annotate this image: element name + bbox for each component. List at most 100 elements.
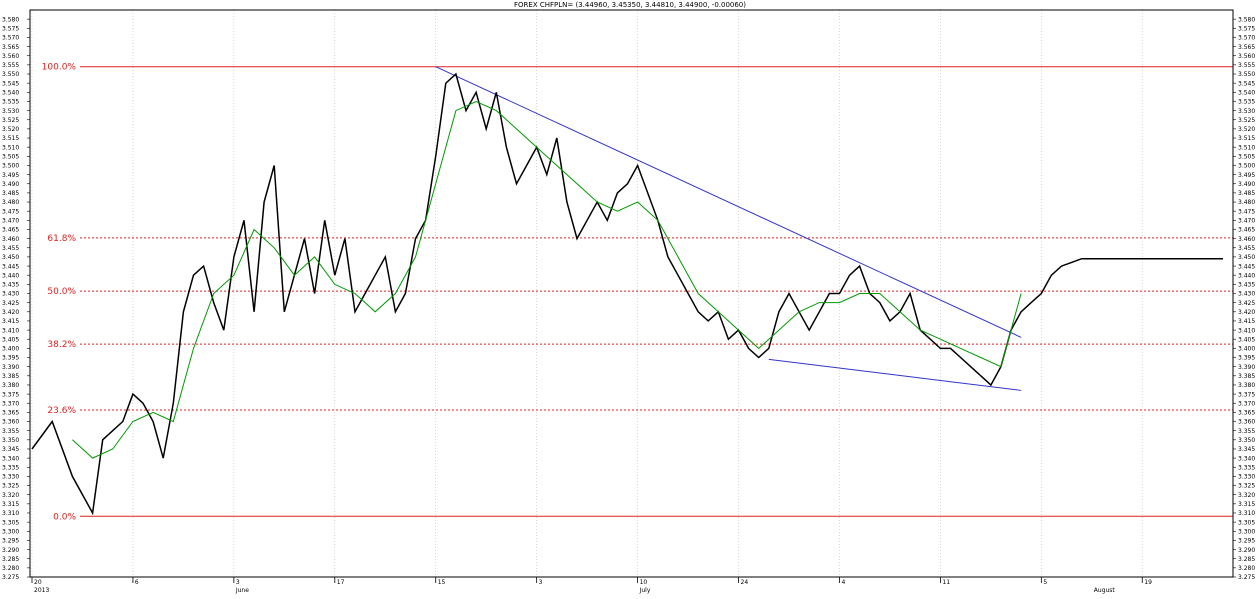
y-tick-label-left: 3.310 [2, 510, 19, 517]
y-tick-label-right: 3.580 [1238, 16, 1255, 23]
axes: 3.275 3.275 3.280 3.280 3.285 3.285 3.290 3.290… [2, 9, 1255, 594]
y-tick-label-right: 3.430 [1238, 291, 1255, 298]
x-tick-label: 10 [640, 579, 648, 586]
y-tick-label-left: 3.295 [2, 538, 19, 545]
y-tick-label-right: 3.310 [1238, 510, 1255, 517]
y-tick-label-right: 3.565 [1238, 44, 1255, 51]
y-tick-label-left: 3.315 [2, 501, 19, 508]
y-tick-label-left: 3.545 [2, 80, 19, 87]
y-tick-label-right: 3.400 [1238, 346, 1255, 353]
y-tick-label-right: 3.465 [1238, 227, 1255, 234]
y-tick-label-right: 3.345 [1238, 446, 1255, 453]
x-tick-label: 11 [942, 579, 950, 586]
y-tick-label-right: 3.435 [1238, 282, 1255, 289]
y-tick-label-right: 3.295 [1238, 538, 1255, 545]
y-tick-label-left: 3.460 [2, 236, 19, 243]
y-tick-label-right: 3.340 [1238, 455, 1255, 462]
y-tick-label-right: 3.440 [1238, 272, 1255, 279]
y-tick-label-right: 3.485 [1238, 190, 1255, 197]
y-tick-label-right: 3.355 [1238, 428, 1255, 435]
y-tick-label-right: 3.575 [1238, 25, 1255, 32]
y-tick-label-right: 3.470 [1238, 218, 1255, 225]
y-tick-label-left: 3.410 [2, 327, 19, 334]
x-month-label: 2013 [34, 587, 49, 594]
y-tick-label-left: 3.290 [2, 547, 19, 554]
fib-level-label: 61.8% [47, 234, 76, 244]
y-tick-label-right: 3.500 [1238, 163, 1255, 170]
y-tick-label-right: 3.540 [1238, 90, 1255, 97]
y-tick-label-left: 3.360 [2, 419, 19, 426]
y-tick-label-right: 3.420 [1238, 309, 1255, 316]
y-tick-label-left: 3.420 [2, 309, 19, 316]
y-tick-label-right: 3.390 [1238, 364, 1255, 371]
y-tick-label-left: 3.285 [2, 556, 19, 563]
trendline-lower [768, 358, 1022, 391]
y-tick-label-left: 3.520 [2, 126, 19, 133]
y-tick-label-left: 3.500 [2, 163, 19, 170]
y-tick-label-right: 3.315 [1238, 501, 1255, 508]
y-tick-label-right: 3.555 [1238, 62, 1255, 69]
x-tick-label: 6 [135, 579, 139, 586]
fib-level-label: 100.0% [42, 63, 77, 73]
x-tick-label: 19 [1144, 579, 1152, 586]
y-tick-label-right: 3.570 [1238, 35, 1255, 42]
y-tick-label-left: 3.440 [2, 272, 19, 279]
y-tick-label-left: 3.405 [2, 336, 19, 343]
y-tick-label-left: 3.550 [2, 71, 19, 78]
x-month-label: June [235, 587, 249, 594]
fib-level-label: 50.0% [47, 287, 76, 297]
y-tick-label-right: 3.515 [1238, 135, 1255, 142]
y-tick-label-right: 3.450 [1238, 254, 1255, 261]
y-tick-label-left: 3.280 [2, 565, 19, 572]
y-tick-label-left: 3.325 [2, 483, 19, 490]
y-tick-label-right: 3.385 [1238, 373, 1255, 380]
y-tick-label-left: 3.555 [2, 62, 19, 69]
y-tick-label-right: 3.330 [1238, 474, 1255, 481]
y-tick-label-left: 3.575 [2, 25, 19, 32]
y-tick-label-left: 3.400 [2, 346, 19, 353]
y-tick-label-right: 3.535 [1238, 99, 1255, 106]
x-month-label: July [639, 587, 651, 594]
y-tick-label-right: 3.375 [1238, 391, 1255, 398]
y-tick-label-left: 3.565 [2, 44, 19, 51]
y-tick-label-right: 3.305 [1238, 519, 1255, 526]
y-tick-label-right: 3.445 [1238, 263, 1255, 270]
y-tick-label-left: 3.435 [2, 282, 19, 289]
y-tick-label-right: 3.460 [1238, 236, 1255, 243]
y-tick-label-right: 3.490 [1238, 181, 1255, 188]
chart-title: FOREX CHFPLN= (3.44960, 3.45350, 3.44810… [514, 1, 746, 9]
y-tick-label-left: 3.510 [2, 144, 19, 151]
y-tick-label-right: 3.560 [1238, 53, 1255, 60]
y-tick-label-left: 3.495 [2, 172, 19, 179]
y-tick-label-left: 3.470 [2, 218, 19, 225]
y-tick-label-left: 3.445 [2, 263, 19, 270]
y-tick-label-left: 3.345 [2, 446, 19, 453]
y-tick-label-left: 3.365 [2, 410, 19, 417]
y-tick-label-left: 3.485 [2, 190, 19, 197]
y-tick-label-left: 3.515 [2, 135, 19, 142]
y-tick-label-right: 3.505 [1238, 154, 1255, 161]
y-tick-label-right: 3.525 [1238, 117, 1255, 124]
y-tick-label-left: 3.480 [2, 199, 19, 206]
x-tick-label: 3 [236, 579, 240, 586]
fib-level-label: 0.0% [53, 512, 76, 522]
trendlines [435, 66, 1022, 391]
y-tick-label-left: 3.350 [2, 437, 19, 444]
y-tick-label-left: 3.490 [2, 181, 19, 188]
y-tick-label-left: 3.305 [2, 519, 19, 526]
y-tick-label-right: 3.410 [1238, 327, 1255, 334]
y-tick-label-left: 3.505 [2, 154, 19, 161]
y-tick-label-left: 3.390 [2, 364, 19, 371]
y-tick-label-right: 3.405 [1238, 336, 1255, 343]
y-tick-label-left: 3.580 [2, 16, 19, 23]
y-tick-label-right: 3.475 [1238, 208, 1255, 215]
y-tick-label-left: 3.335 [2, 464, 19, 471]
y-tick-label-right: 3.370 [1238, 400, 1255, 407]
y-tick-label-left: 3.320 [2, 492, 19, 499]
x-tick-label: 24 [741, 579, 749, 586]
y-tick-label-left: 3.340 [2, 455, 19, 462]
y-tick-label-left: 3.570 [2, 35, 19, 42]
y-tick-label-right: 3.320 [1238, 492, 1255, 499]
